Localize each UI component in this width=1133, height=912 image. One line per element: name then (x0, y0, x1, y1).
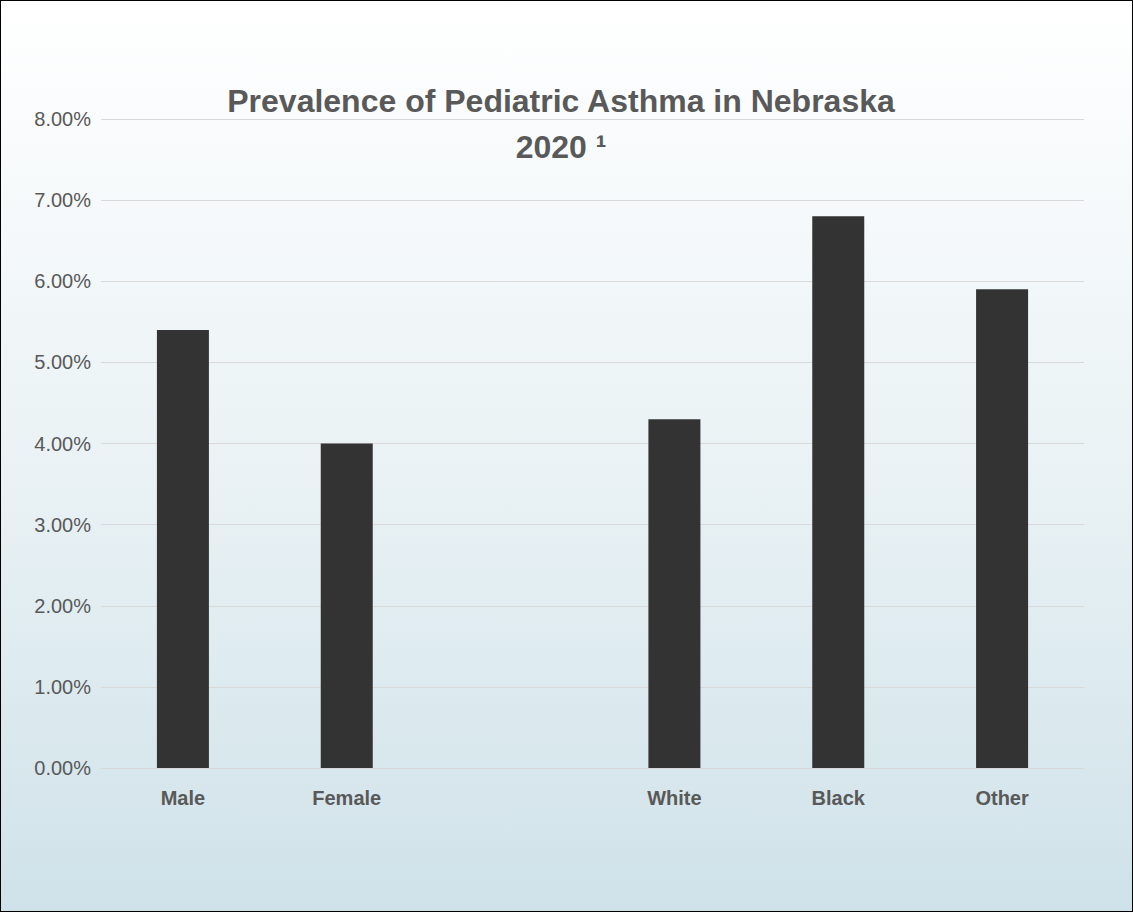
svg-text:Female: Female (312, 787, 381, 809)
svg-text:7.00%: 7.00% (34, 189, 91, 211)
svg-text:3.00%: 3.00% (34, 514, 91, 536)
svg-text:2020 ¹: 2020 ¹ (516, 129, 607, 165)
svg-text:Prevalence of Pediatric Asthma: Prevalence of Pediatric Asthma in Nebras… (227, 83, 895, 119)
svg-text:6.00%: 6.00% (34, 270, 91, 292)
svg-text:2.00%: 2.00% (34, 595, 91, 617)
svg-text:Other: Other (975, 787, 1029, 809)
svg-text:8.00%: 8.00% (34, 108, 91, 130)
svg-text:Black: Black (812, 787, 866, 809)
svg-text:Male: Male (161, 787, 205, 809)
svg-text:White: White (647, 787, 701, 809)
svg-text:5.00%: 5.00% (34, 351, 91, 373)
svg-text:0.00%: 0.00% (34, 757, 91, 779)
svg-text:1.00%: 1.00% (34, 676, 91, 698)
svg-text:4.00%: 4.00% (34, 433, 91, 455)
